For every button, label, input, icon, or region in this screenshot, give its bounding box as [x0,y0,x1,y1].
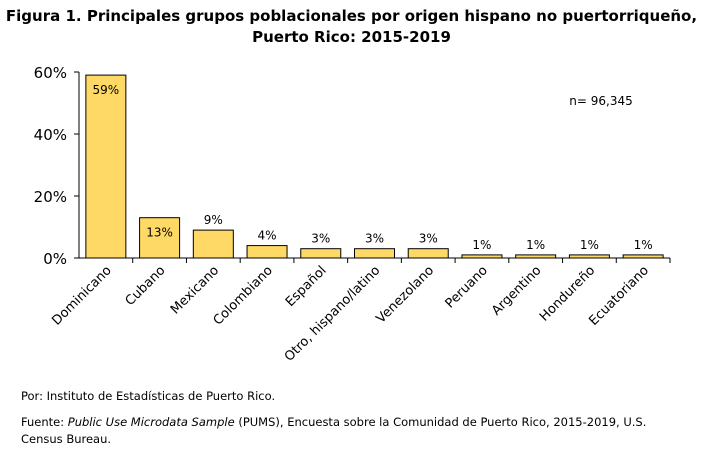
y-tick-label: 60% [34,64,67,82]
bar-dominicano [85,74,127,259]
source-title: Public Use Microdata Sample [67,415,235,429]
data-label: 3% [365,232,384,246]
source-prefix: Fuente: [21,415,68,429]
chart-title-line-2: Puerto Rico: 2015-2019 [252,28,451,46]
bar-mexicano [192,229,234,259]
bar-cubano [139,217,181,259]
chart-title: Figura 1. Principales grupos poblacional… [0,6,703,48]
bar-venezolano [407,248,449,259]
bar-argentino [515,254,557,259]
credit-text: Por: Instituto de Estadísticas de Puerto… [21,389,276,403]
data-label: 13% [146,226,173,240]
y-tick-label: 0% [43,250,67,268]
data-label: 1% [634,238,653,252]
data-label: 59% [93,83,120,97]
bar-peruano [461,254,503,259]
x-tick-label: Dominicano [49,263,114,328]
credit-line: Por: Instituto de Estadísticas de Puerto… [21,388,691,405]
x-tick-label: Argentino [489,263,544,318]
data-label: 9% [204,213,223,227]
x-tick-label: Venezolano [374,263,437,326]
sample-size-annotation: n= 96,345 [569,94,632,108]
chart-title-line-1: Figura 1. Principales grupos poblacional… [5,7,698,25]
bar-hondure-o [568,254,610,259]
data-label: 3% [311,232,330,246]
x-tick-label: Cubano [123,263,169,309]
source-rest: (PUMS), Encuesta sobre la Comunidad de P… [21,415,647,446]
source-note: Fuente: Public Use Microdata Sample (PUM… [21,414,691,448]
data-label: 4% [258,229,277,243]
y-tick-label: 40% [34,126,67,144]
y-tick-label: 20% [34,188,67,206]
x-tick-label: Otro, hispano/latino [282,263,384,365]
bar-colombiano [246,245,288,259]
data-label: 1% [472,238,491,252]
bar-ecuatoriano [622,254,664,259]
data-label: 1% [580,238,599,252]
data-label: 3% [419,232,438,246]
bar-espa-ol [300,248,342,259]
data-label: 1% [526,238,545,252]
x-tick-label: Mexicano [168,263,222,317]
x-tick-label: Peruano [443,263,491,311]
bar-otro-hispano-latino [354,248,395,259]
x-tick-label: Español [283,263,330,310]
